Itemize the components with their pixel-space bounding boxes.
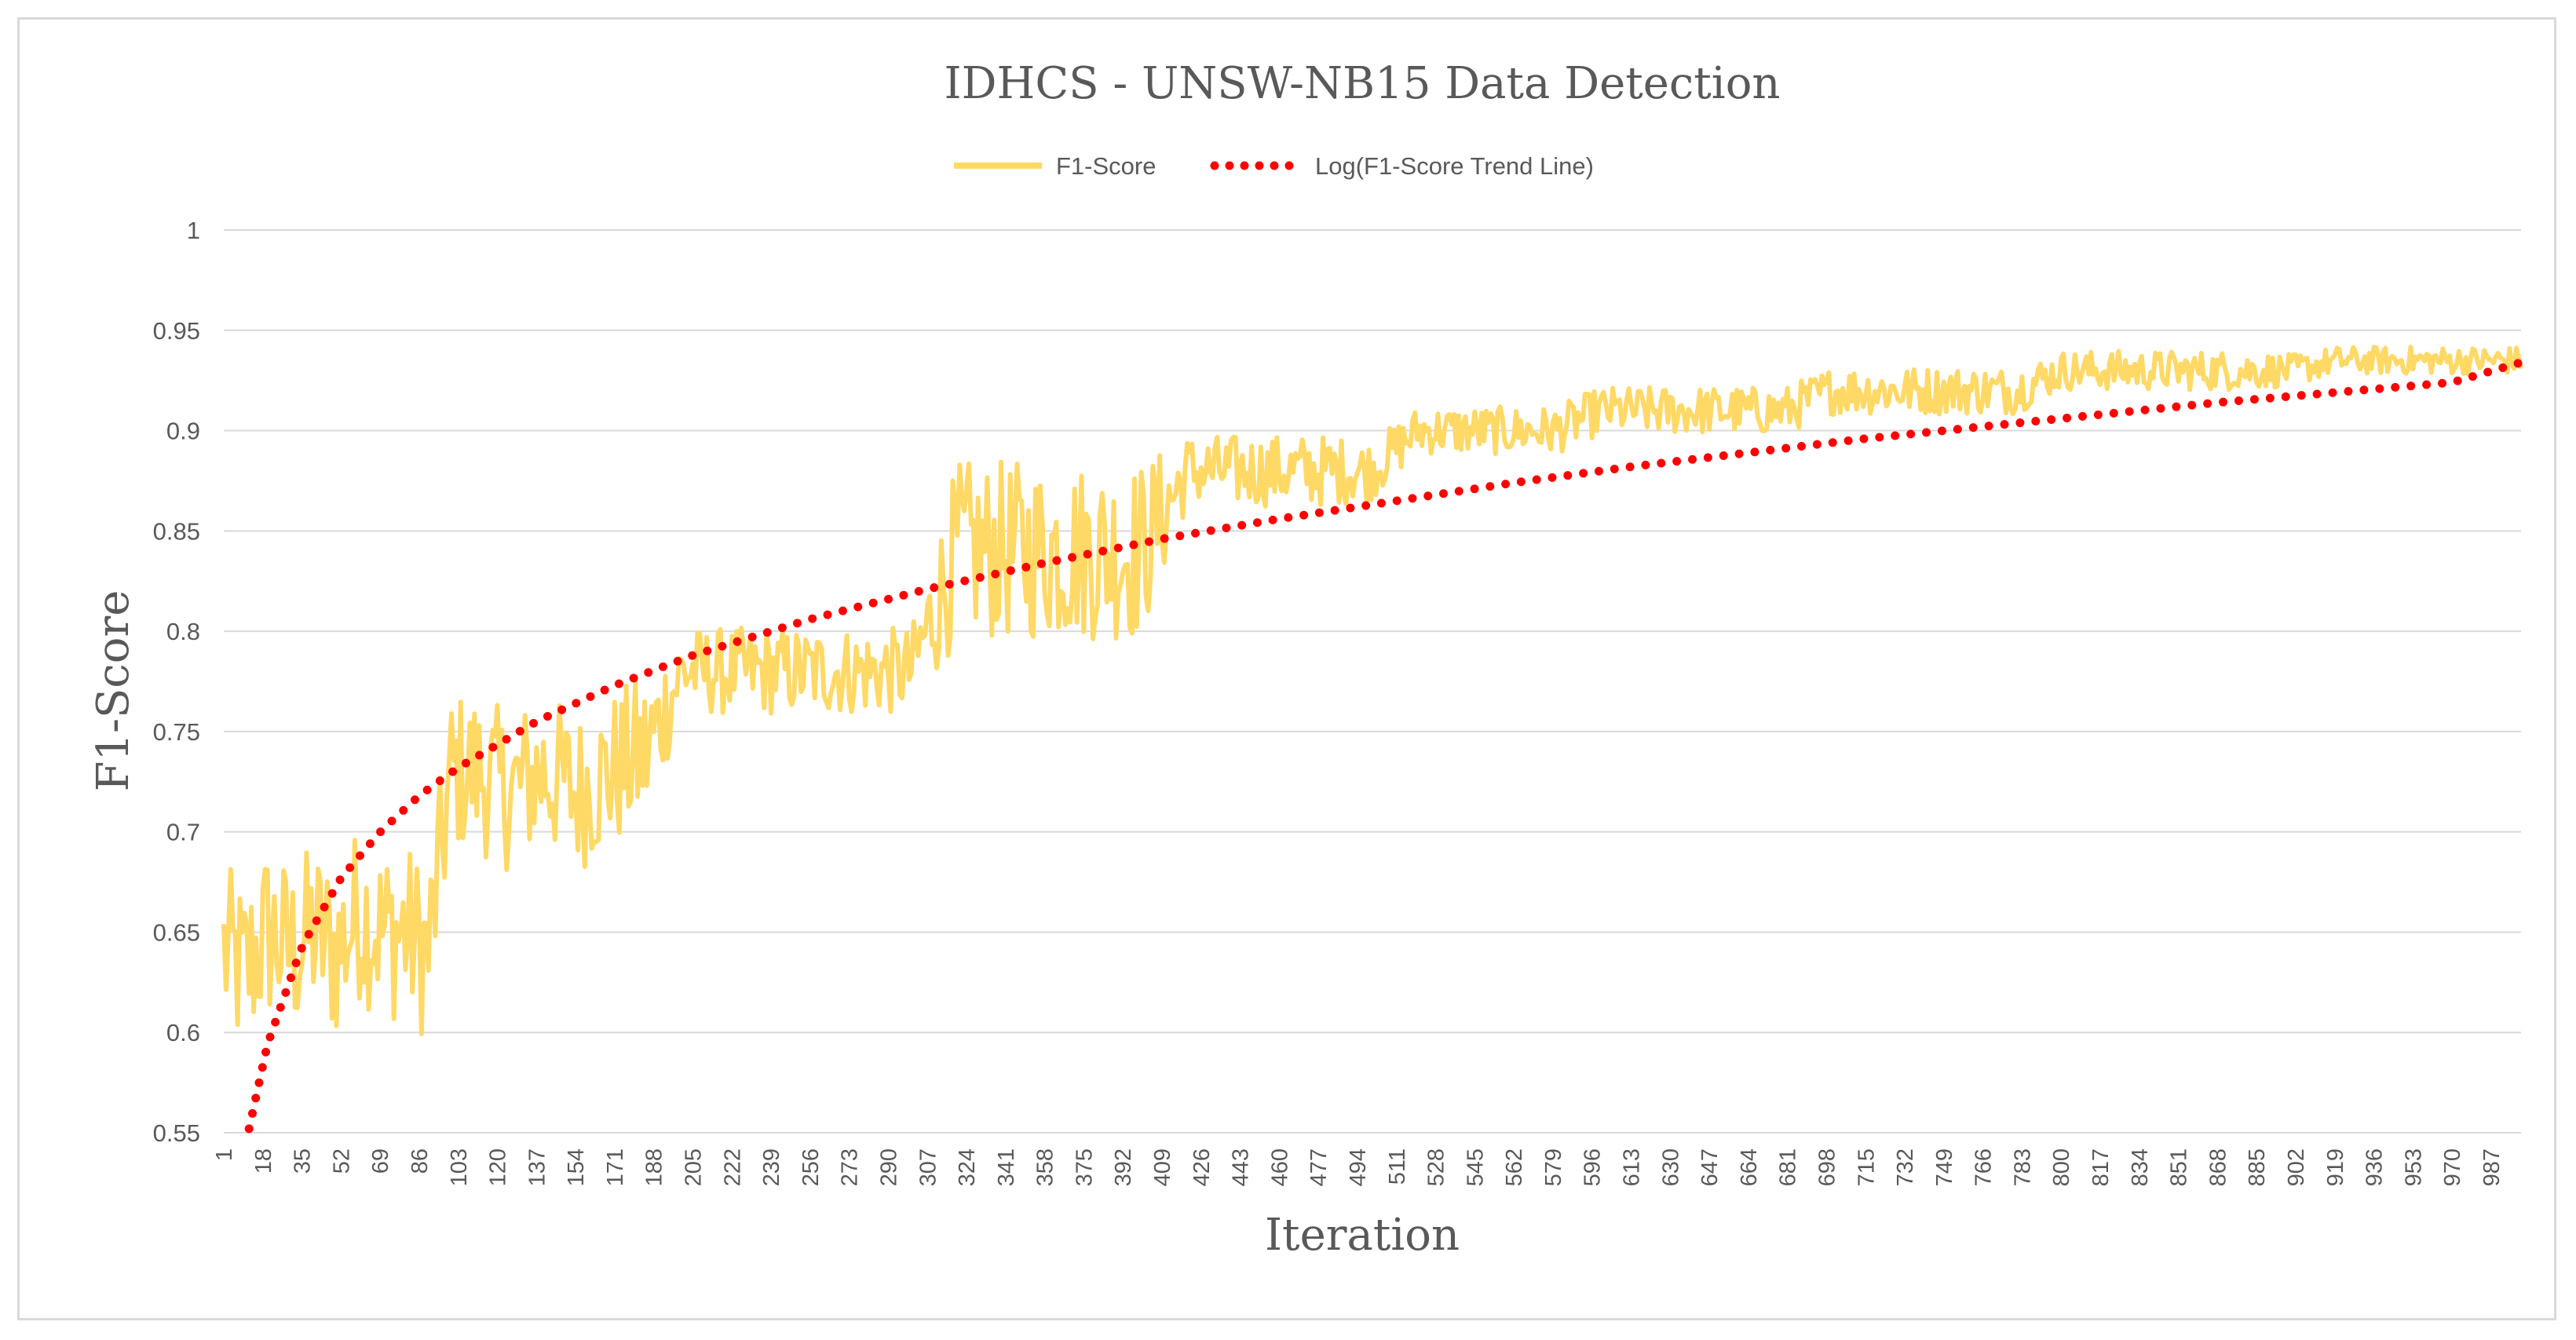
- y-axis-ticks: 0.55 0.6 0.65 0.7 0.75 0.8 0.85 0.9 0.95 1: [153, 217, 200, 1147]
- x-tick-label: 817: [2088, 1148, 2114, 1186]
- x-tick-label: 341: [994, 1148, 1019, 1186]
- x-tick-label: 205: [681, 1148, 707, 1186]
- x-tick-label: 443: [1229, 1148, 1254, 1186]
- x-tick-label: 290: [876, 1148, 901, 1186]
- x-tick-label: 698: [1814, 1148, 1840, 1186]
- x-tick-label: 885: [2245, 1148, 2270, 1186]
- x-tick-label: 460: [1267, 1148, 1292, 1186]
- chart-title: IDHCS - UNSW-NB15 Data Detection: [945, 58, 1781, 109]
- x-tick-label: 545: [1463, 1148, 1488, 1186]
- y-tick-label: 0.8: [166, 618, 200, 645]
- y-tick-label: 0.85: [153, 517, 200, 545]
- x-tick-label: 902: [2284, 1148, 2309, 1186]
- x-tick-label: 52: [329, 1148, 354, 1174]
- y-axis-title: F1-Score: [88, 590, 139, 792]
- chart-svg: IDHCS - UNSW-NB15 Data Detection F1-Scor…: [88, 58, 2526, 1261]
- y-tick-label: 0.7: [166, 819, 200, 846]
- x-tick-label: 86: [407, 1148, 433, 1174]
- y-tick-label: 0.95: [153, 317, 200, 345]
- x-tick-label: 749: [1932, 1148, 1957, 1186]
- x-tick-label: 613: [1620, 1148, 1645, 1186]
- x-tick-label: 426: [1189, 1148, 1215, 1186]
- x-tick-label: 120: [486, 1148, 511, 1186]
- x-tick-label: 35: [290, 1148, 316, 1174]
- x-tick-label: 579: [1541, 1148, 1566, 1186]
- x-tick-label: 766: [1971, 1148, 1997, 1186]
- x-tick-label: 188: [642, 1148, 667, 1186]
- x-tick-label: 800: [2049, 1148, 2074, 1186]
- x-tick-label: 154: [564, 1148, 589, 1186]
- x-tick-label: 647: [1697, 1148, 1723, 1186]
- x-tick-label: 324: [955, 1148, 980, 1186]
- x-tick-label: 511: [1385, 1148, 1410, 1185]
- y-tick-label: 0.9: [166, 418, 200, 445]
- x-axis-title: Iteration: [1265, 1210, 1460, 1261]
- x-tick-label: 681: [1776, 1148, 1801, 1186]
- x-axis-ticks: 1 18 35 52 69 86 103 120 137 154 171 188 205 222 239 25…: [212, 1148, 2505, 1186]
- series-trend-line: [244, 358, 2526, 1134]
- x-tick-label: 715: [1854, 1148, 1879, 1186]
- x-tick-label: 1: [212, 1148, 237, 1161]
- x-tick-label: 936: [2362, 1148, 2388, 1186]
- x-tick-label: 256: [798, 1148, 824, 1186]
- x-tick-label: 375: [1072, 1148, 1097, 1186]
- x-tick-label: 851: [2167, 1148, 2192, 1186]
- gridlines: [224, 229, 2521, 1134]
- x-tick-label: 307: [915, 1148, 941, 1186]
- plot-area: [221, 345, 2526, 1134]
- x-tick-label: 970: [2440, 1148, 2465, 1186]
- series-f1-score-line: [221, 345, 2523, 1037]
- x-tick-label: 562: [1502, 1148, 1527, 1186]
- x-tick-label: 953: [2401, 1148, 2426, 1186]
- x-tick-label: 18: [251, 1148, 276, 1174]
- x-tick-label: 528: [1424, 1148, 1449, 1186]
- x-tick-label: 477: [1306, 1148, 1332, 1186]
- legend: F1-Score Log(F1-Score Trend Line): [954, 152, 1594, 180]
- x-tick-label: 273: [838, 1148, 863, 1186]
- x-tick-label: 222: [720, 1148, 745, 1186]
- x-tick-label: 69: [368, 1148, 393, 1174]
- legend-label-f1-score: F1-Score: [1056, 152, 1156, 180]
- x-tick-label: 358: [1033, 1148, 1058, 1186]
- x-tick-label: 919: [2323, 1148, 2348, 1186]
- x-tick-label: 783: [2010, 1148, 2035, 1186]
- chart-frame: IDHCS - UNSW-NB15 Data Detection F1-Scor…: [17, 17, 2556, 1320]
- x-tick-label: 494: [1346, 1148, 1371, 1186]
- y-tick-label: 0.55: [153, 1119, 200, 1147]
- x-tick-label: 834: [2128, 1148, 2153, 1186]
- legend-label-trend-line: Log(F1-Score Trend Line): [1315, 152, 1594, 180]
- y-tick-label: 0.65: [153, 918, 200, 946]
- x-tick-label: 664: [1737, 1148, 1762, 1186]
- x-tick-label: 103: [447, 1148, 472, 1186]
- x-tick-label: 239: [759, 1148, 784, 1186]
- x-tick-label: 392: [1111, 1148, 1136, 1186]
- x-tick-label: 868: [2205, 1148, 2231, 1186]
- x-tick-label: 409: [1150, 1148, 1175, 1186]
- y-tick-label: 1: [187, 217, 200, 244]
- x-tick-label: 987: [2479, 1148, 2505, 1186]
- x-tick-label: 630: [1658, 1148, 1683, 1186]
- y-tick-label: 0.6: [166, 1019, 200, 1046]
- x-tick-label: 137: [524, 1148, 550, 1186]
- x-tick-label: 596: [1580, 1148, 1606, 1186]
- x-tick-label: 171: [603, 1148, 628, 1186]
- y-tick-label: 0.75: [153, 718, 200, 746]
- x-tick-label: 732: [1893, 1148, 1918, 1186]
